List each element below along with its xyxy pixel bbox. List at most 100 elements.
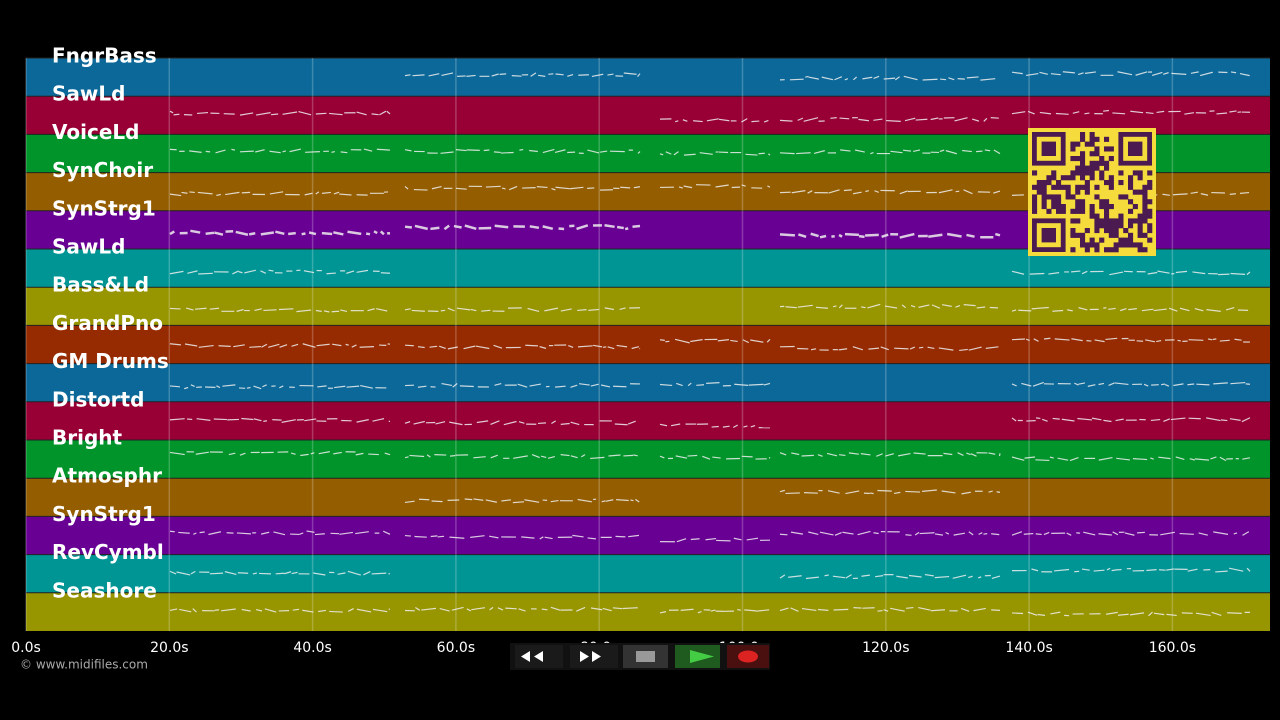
qr-cell (1089, 160, 1095, 166)
track-name: SynChoir (52, 158, 153, 182)
note (905, 490, 921, 493)
note (237, 572, 249, 574)
record-button[interactable] (727, 645, 769, 668)
note (1011, 417, 1017, 422)
note (860, 453, 871, 456)
qr-cell (1142, 199, 1148, 205)
qr-cell (1104, 213, 1110, 219)
note (768, 456, 771, 459)
qr-cell (1070, 218, 1076, 224)
note (196, 111, 209, 115)
stop-button[interactable] (623, 645, 668, 668)
note (1141, 308, 1154, 312)
note (1111, 569, 1119, 572)
note (1200, 193, 1209, 196)
note (365, 232, 371, 236)
note (940, 78, 947, 81)
note (1130, 110, 1144, 114)
note (737, 608, 741, 611)
qr-cell (1075, 170, 1081, 176)
forward-button[interactable] (570, 645, 618, 668)
qr-cell (1147, 223, 1153, 229)
note (905, 534, 912, 536)
note (980, 78, 996, 81)
note (1160, 531, 1175, 536)
note (197, 191, 213, 195)
note (413, 420, 425, 425)
qr-cell (1113, 223, 1119, 229)
note (1213, 382, 1228, 385)
qr-cell (1046, 180, 1052, 186)
note (779, 533, 788, 536)
play-button[interactable] (675, 645, 720, 668)
note (827, 490, 840, 494)
note (873, 118, 883, 121)
note (961, 491, 971, 495)
qr-finder (1128, 141, 1143, 156)
note (331, 150, 335, 153)
note (367, 308, 375, 312)
note (576, 224, 589, 231)
note (899, 232, 915, 239)
note (376, 148, 390, 151)
note (1048, 272, 1060, 275)
note (902, 149, 912, 152)
rewind-button[interactable] (515, 645, 563, 668)
note (1025, 72, 1039, 77)
note (828, 189, 840, 194)
note (1194, 307, 1204, 312)
note (560, 422, 570, 425)
qr-cell (1084, 242, 1090, 248)
qr-cell (1070, 170, 1076, 176)
note (873, 75, 880, 79)
qr-cell (1118, 242, 1124, 248)
note (673, 151, 679, 156)
note (619, 307, 626, 310)
note (877, 609, 883, 612)
note (1027, 611, 1038, 616)
note (455, 187, 467, 190)
note (340, 151, 348, 154)
qr-cell (1032, 194, 1038, 200)
qr-cell (1104, 247, 1110, 253)
note (169, 451, 185, 456)
note (791, 190, 806, 194)
note (1103, 109, 1109, 112)
note (404, 308, 411, 311)
note (372, 418, 385, 422)
note (540, 455, 547, 459)
note (1229, 193, 1236, 195)
qr-cell (1089, 141, 1095, 147)
note (493, 151, 501, 154)
note (602, 607, 612, 612)
note (351, 344, 357, 348)
note (591, 73, 604, 78)
note (730, 339, 738, 343)
note (1190, 191, 1198, 194)
note (1098, 382, 1105, 386)
note (1172, 193, 1188, 196)
note (529, 383, 541, 387)
note (577, 345, 593, 348)
note (963, 189, 973, 195)
note (1071, 270, 1081, 273)
qr-cell (1060, 184, 1066, 190)
note (1175, 270, 1188, 274)
note (568, 344, 574, 348)
note (440, 309, 446, 312)
note (441, 72, 454, 77)
qr-cell (1128, 184, 1134, 190)
note (913, 149, 921, 153)
qr-cell (1080, 199, 1086, 205)
note (347, 608, 354, 612)
note (801, 607, 817, 612)
note (447, 346, 458, 350)
qr-cell (1089, 165, 1095, 171)
note (637, 73, 641, 78)
note (550, 606, 561, 611)
note (1011, 338, 1025, 341)
qr-cell (1104, 204, 1110, 210)
qr-cell (1080, 208, 1086, 214)
note (225, 191, 240, 196)
note (439, 608, 450, 612)
